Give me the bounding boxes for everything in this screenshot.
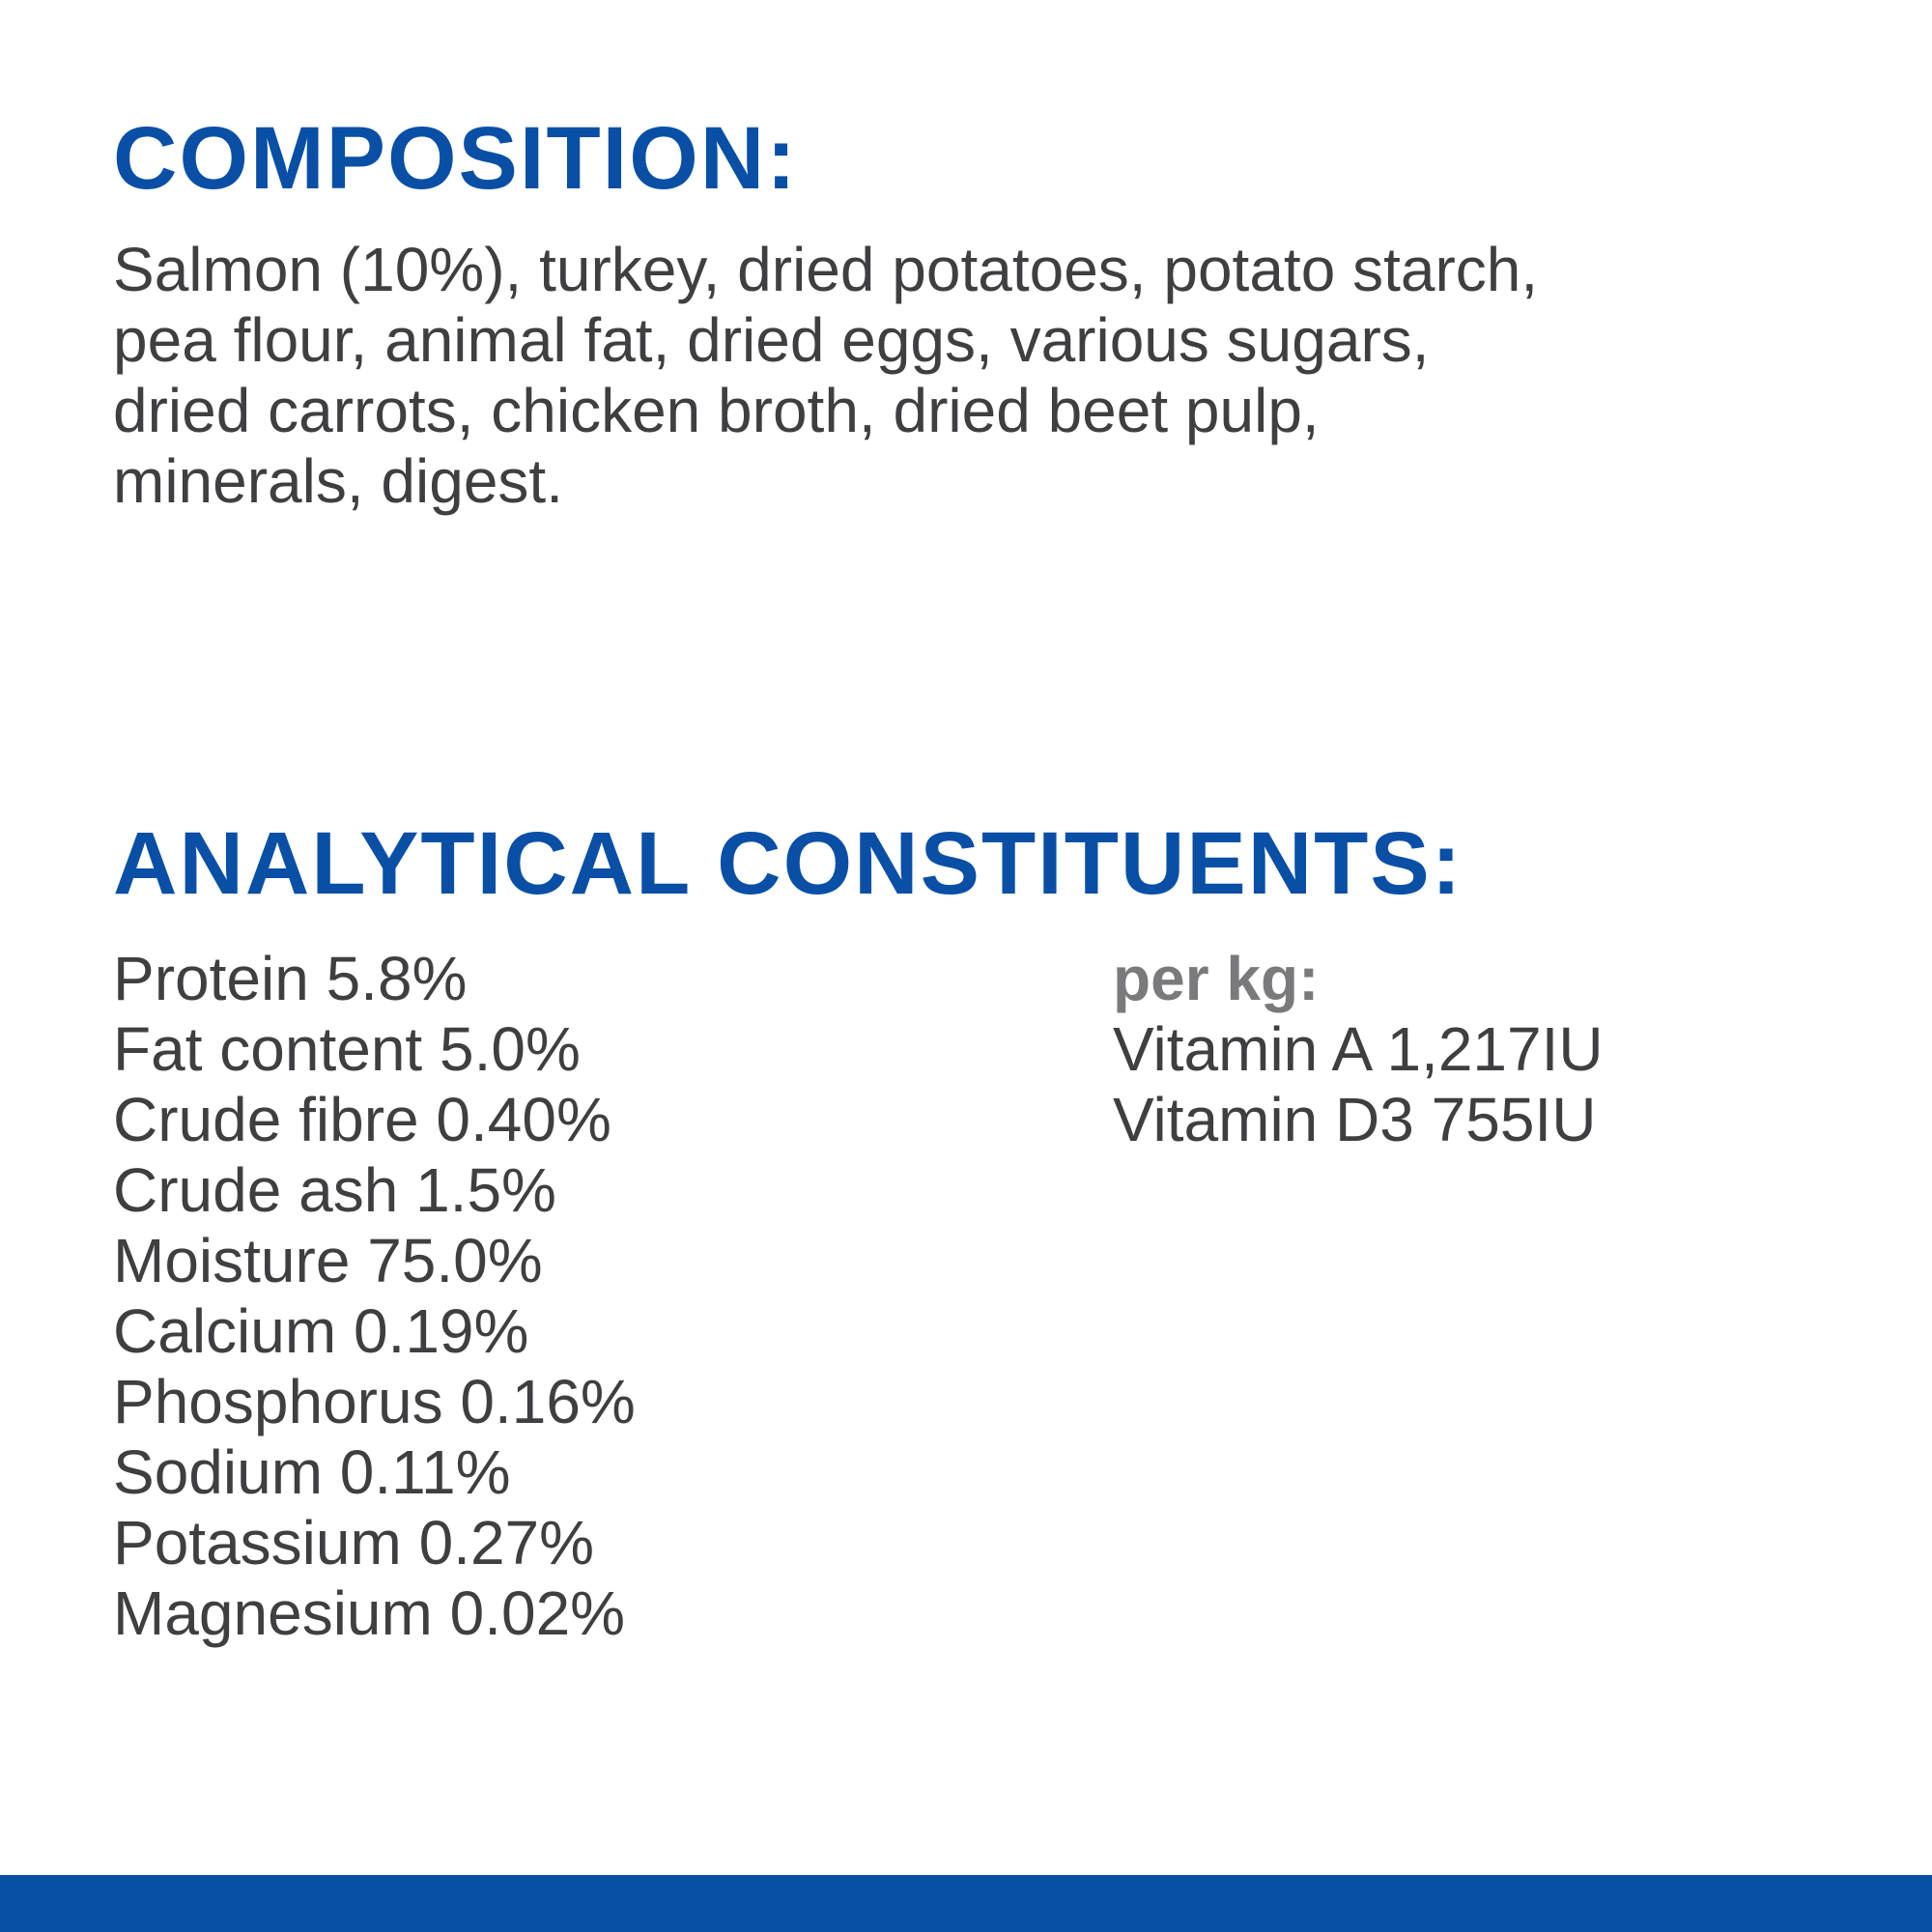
constituents-list: Protein 5.8% Fat content 5.0% Crude fibre … [113,944,636,1649]
constituent: Calcium 0.19% [113,1296,529,1366]
constituent: Fat content 5.0% [113,1014,581,1084]
vitamin: Vitamin A 1,217IU [1113,1014,1604,1084]
composition-line: minerals, digest. [113,446,563,516]
constituent: Magnesium 0.02% [113,1578,626,1648]
constituent: Sodium 0.11% [113,1437,511,1507]
composition-line: Salmon (10%), turkey, dried potatoes, po… [113,235,1539,304]
composition-line: dried carrots, chicken broth, dried beet… [113,376,1320,445]
constituent: Crude fibre 0.40% [113,1085,611,1154]
constituent: Moisture 75.0% [113,1226,543,1295]
composition-text: Salmon (10%), turkey, dried potatoes, po… [113,235,1538,517]
composition-line: pea flour, animal fat, dried eggs, vario… [113,305,1430,375]
vitamin: Vitamin D3 755IU [1113,1085,1597,1154]
per-kg-title: per kg: [1113,944,1320,1013]
constituent: Crude ash 1.5% [113,1155,556,1225]
constituent: Protein 5.8% [113,944,468,1013]
footer-bar [0,1875,1932,1932]
constituent: Potassium 0.27% [113,1508,595,1577]
analytical-title: ANALYTICAL CONSTITUENTS: [113,814,1463,913]
constituent: Phosphorus 0.16% [113,1367,636,1436]
per-kg-list: per kg: Vitamin A 1,217IU Vitamin D3 755I… [1113,944,1604,1155]
composition-title: COMPOSITION: [113,109,798,208]
